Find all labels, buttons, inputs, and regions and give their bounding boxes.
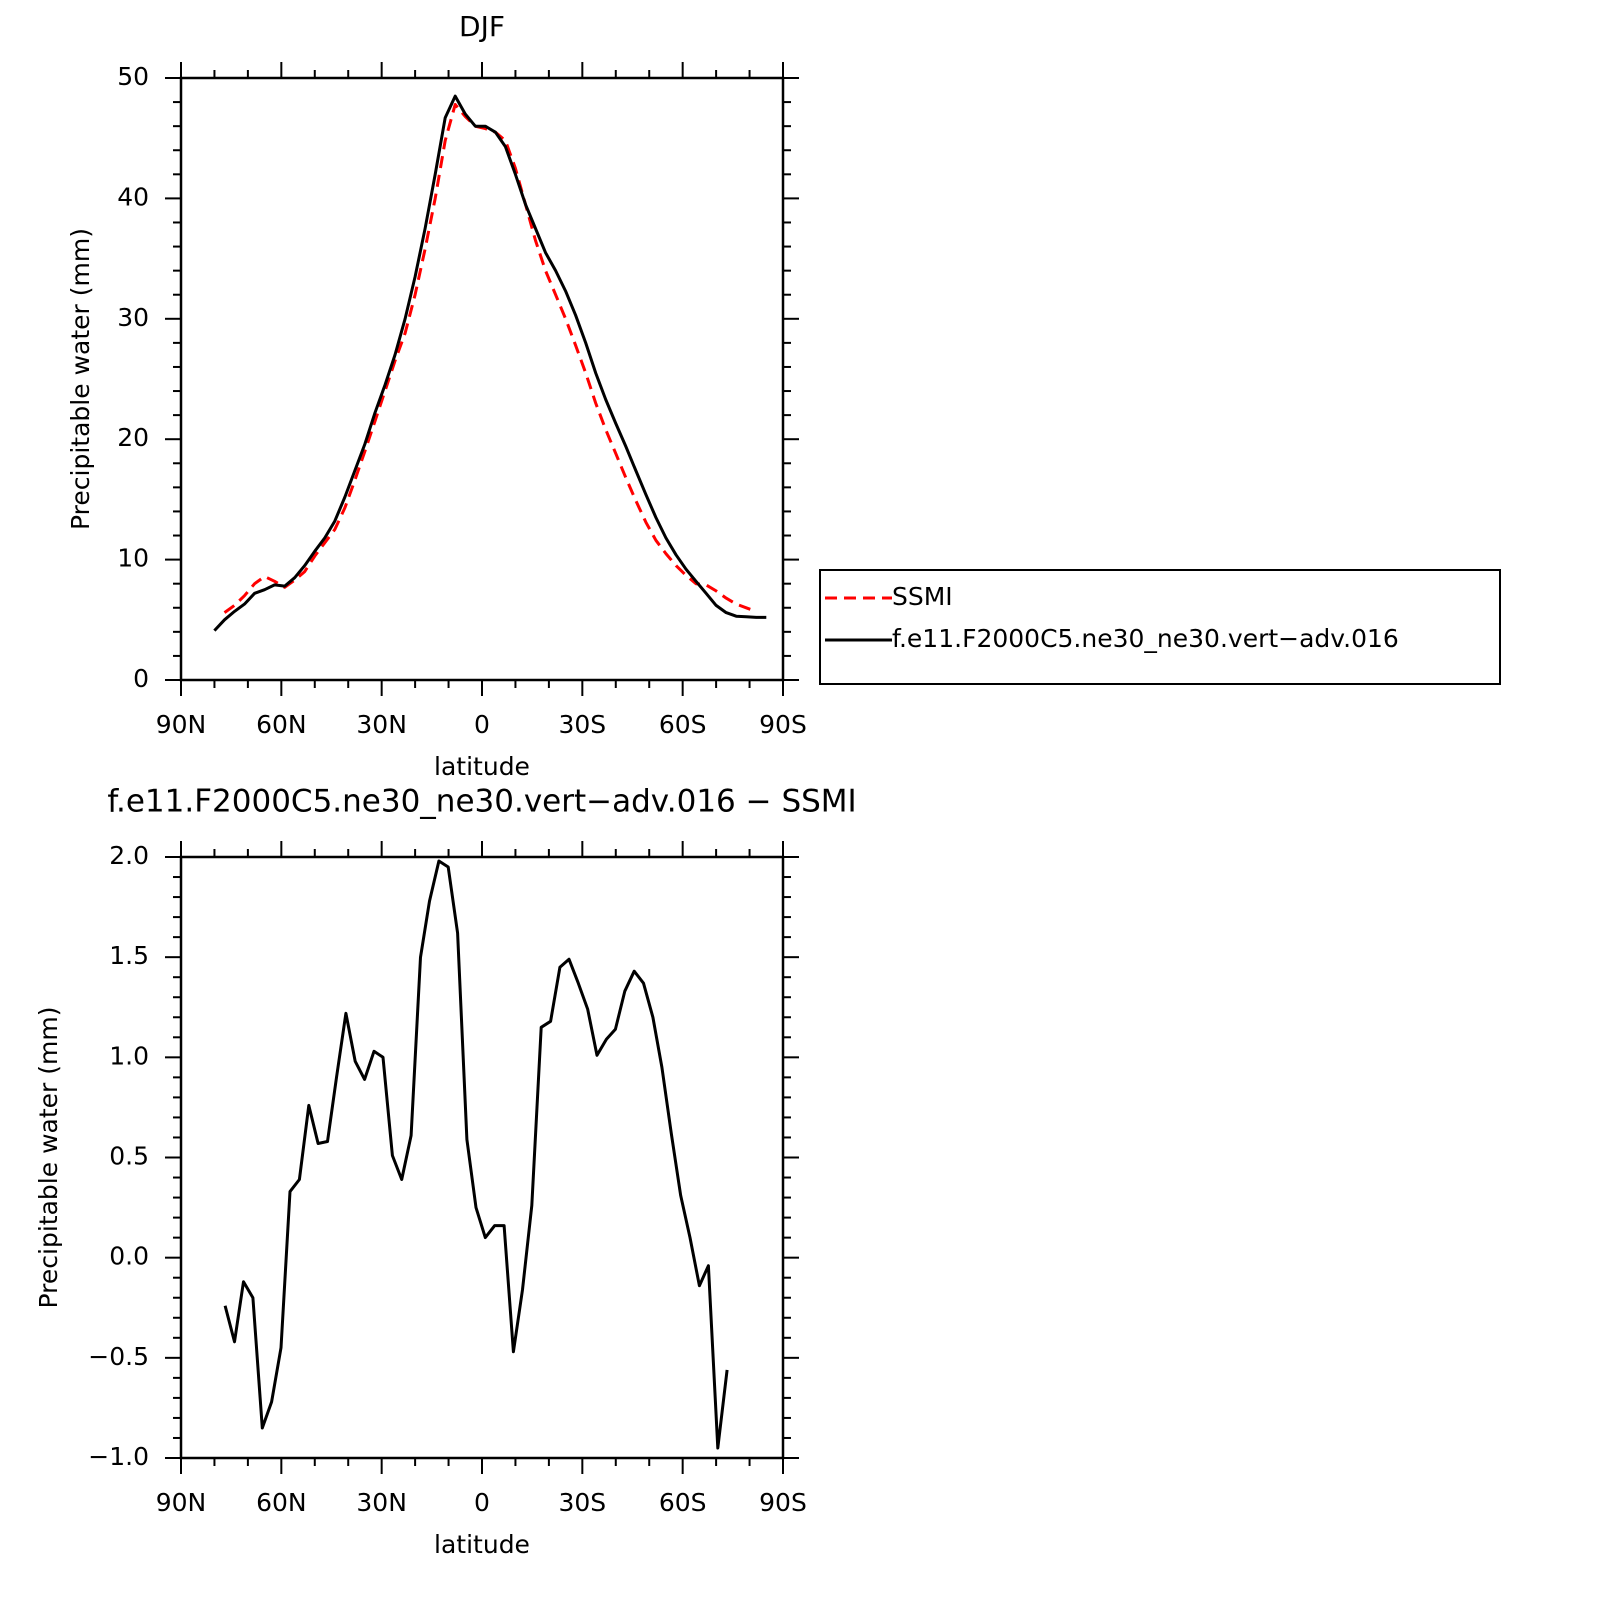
y-axis-label: Precipitable water (mm) [66, 228, 95, 530]
y-tick-label: 50 [117, 62, 149, 91]
y-tick-label: 30 [117, 303, 149, 332]
y-tick-label: 0.0 [109, 1242, 149, 1271]
x-tick-label: 30S [558, 710, 606, 739]
y-tick-label: −0.5 [88, 1342, 149, 1371]
y-tick-label: 10 [117, 544, 149, 573]
plot-frame [179, 76, 785, 682]
x-tick-label: 0 [474, 1488, 490, 1517]
x-tick-label: 60N [256, 710, 307, 739]
x-tick-label: 30S [558, 1488, 606, 1517]
y-tick-label: 40 [117, 182, 149, 211]
x-tick-label: 90N [156, 710, 207, 739]
x-tick-label: 30N [356, 1488, 407, 1517]
x-tick-label: 90S [759, 1488, 807, 1517]
x-tick-label: 90S [759, 710, 807, 739]
y-tick-label: 1.5 [109, 941, 149, 970]
y-axis-label: Precipitable water (mm) [34, 1007, 63, 1309]
x-tick-label: 30N [356, 710, 407, 739]
y-tick-label: −1.0 [88, 1442, 149, 1471]
data-line [223, 103, 757, 614]
legend-label: SSMI [892, 582, 953, 611]
plot-frame [179, 855, 785, 1460]
y-tick-label: 1.0 [109, 1041, 149, 1070]
legend-label: f.e11.F2000C5.ne30_ne30.vert−adv.016 [892, 624, 1399, 653]
x-tick-label: 60S [659, 1488, 707, 1517]
x-axis-label: latitude [434, 1530, 530, 1559]
x-tick-label: 60N [256, 1488, 307, 1517]
y-tick-label: 0.5 [109, 1142, 149, 1171]
y-tick-label: 0 [133, 664, 149, 693]
chart-title: DJF [459, 10, 505, 43]
y-tick-label: 2.0 [109, 841, 149, 870]
x-tick-label: 90N [156, 1488, 207, 1517]
x-tick-label: 60S [659, 710, 707, 739]
legend-box [819, 569, 1501, 685]
chart-title: f.e11.F2000C5.ne30_ne30.vert−adv.016 − S… [107, 784, 856, 820]
y-tick-label: 20 [117, 423, 149, 452]
data-line [213, 94, 767, 632]
x-axis-label: latitude [434, 752, 530, 781]
x-tick-label: 0 [474, 710, 490, 739]
data-line [223, 859, 729, 1450]
